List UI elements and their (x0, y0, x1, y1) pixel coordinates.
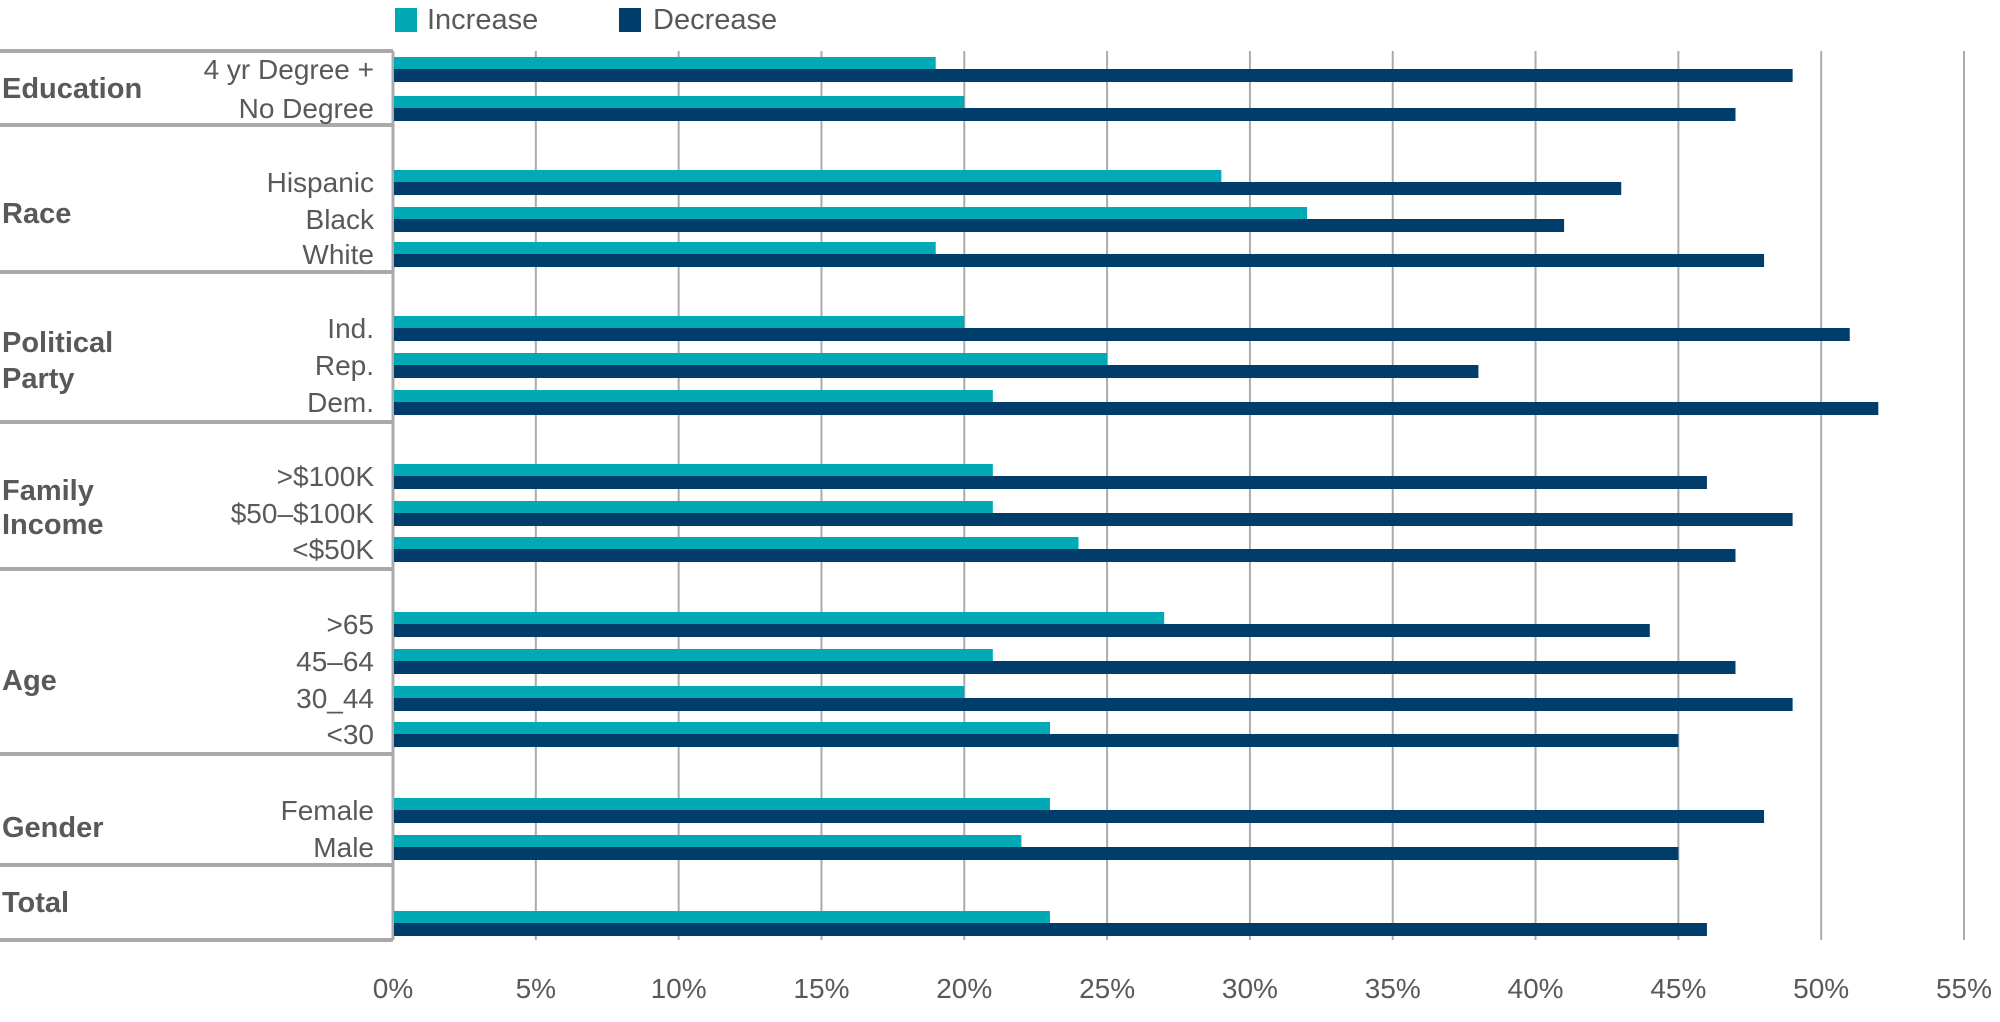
group-label: Total (2, 887, 69, 919)
x-tick-label: 45% (1650, 973, 1706, 1004)
decrease-bar (394, 402, 1879, 415)
legend-label-increase: Increase (427, 4, 538, 36)
category-label: Female (281, 795, 374, 826)
category-label: Rep. (315, 350, 374, 381)
category-label: Hispanic (267, 167, 374, 198)
x-tick-label: 55% (1936, 973, 1992, 1004)
category-label: 45–64 (296, 646, 374, 677)
increase-bar (394, 911, 1050, 923)
decrease-bar (394, 254, 1765, 267)
x-tick-label: 40% (1508, 973, 1564, 1004)
x-tick-label: 0% (373, 973, 413, 1004)
category-label: $50–$100K (231, 498, 375, 529)
decrease-bar (394, 810, 1765, 823)
x-tick-label: 20% (936, 973, 992, 1004)
legend-label-decrease: Decrease (653, 4, 777, 36)
increase-bar (394, 170, 1222, 182)
legend-swatch-decrease (619, 8, 641, 32)
group-label-line: Party (2, 363, 75, 395)
decrease-bar (394, 847, 1679, 860)
increase-bar (394, 722, 1050, 734)
decrease-bar (394, 476, 1707, 489)
category-label: Male (313, 832, 374, 863)
group-label: Age (2, 665, 57, 697)
group-label: Gender (2, 812, 104, 844)
category-label: Black (306, 204, 375, 235)
x-tick-label: 30% (1222, 973, 1278, 1004)
increase-bar (394, 686, 965, 698)
increase-bar (394, 207, 1308, 219)
x-tick-label: 50% (1793, 973, 1849, 1004)
group-label: Family Income (2, 475, 104, 541)
decrease-bar (394, 69, 1793, 82)
increase-bar (394, 242, 936, 254)
increase-bar (394, 390, 993, 402)
category-label: >$100K (277, 461, 375, 492)
category-label: 4 yr Degree + (204, 54, 374, 85)
x-tick-label: 25% (1079, 973, 1135, 1004)
decrease-bar (394, 219, 1565, 232)
decrease-bar (394, 624, 1650, 637)
increase-bar (394, 316, 965, 328)
x-tick-label: 5% (516, 973, 556, 1004)
increase-bar (394, 537, 1079, 549)
decrease-bar (394, 698, 1793, 711)
increase-bar (394, 353, 1108, 365)
increase-bar (394, 835, 1022, 847)
decrease-bar (394, 923, 1707, 936)
increase-bar (394, 501, 993, 513)
decrease-bar (394, 549, 1736, 562)
category-label: White (302, 239, 374, 270)
group-label: Education (2, 73, 142, 105)
decrease-bar (394, 661, 1736, 674)
category-label: Dem. (307, 387, 374, 418)
decrease-bar (394, 513, 1793, 526)
group-label: Political Party (2, 327, 113, 395)
category-label: <$50K (292, 534, 374, 565)
decrease-bar (394, 182, 1622, 195)
increase-bar (394, 57, 936, 69)
increase-bar (394, 798, 1050, 810)
decrease-bar (394, 108, 1736, 121)
group-label: Race (2, 198, 71, 230)
category-label: <30 (327, 719, 375, 750)
legend-swatch-increase (395, 8, 417, 32)
x-tick-label: 15% (793, 973, 849, 1004)
x-tick-label: 10% (651, 973, 707, 1004)
decrease-bar (394, 328, 1850, 341)
increase-bar (394, 96, 965, 108)
decrease-bar (394, 734, 1679, 747)
category-label: 30_44 (296, 683, 374, 714)
category-label: >65 (327, 609, 375, 640)
x-tick-label: 35% (1365, 973, 1421, 1004)
increase-bar (394, 464, 993, 476)
decrease-bar (394, 365, 1479, 378)
group-label-line: Family (2, 475, 94, 507)
group-label-line: Income (2, 509, 104, 541)
category-label: No Degree (239, 93, 374, 124)
increase-bar (394, 612, 1165, 624)
category-label: Ind. (327, 313, 374, 344)
increase-bar (394, 649, 993, 661)
group-label-line: Political (2, 327, 113, 359)
